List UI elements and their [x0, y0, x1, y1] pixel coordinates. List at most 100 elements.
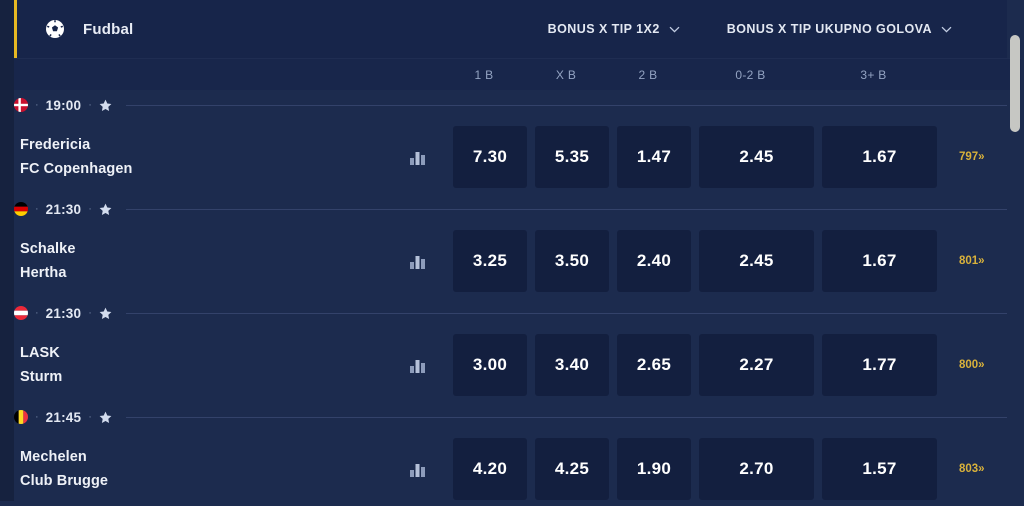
more-markets-link[interactable]: 801»: [959, 255, 985, 267]
bar-chart-icon[interactable]: [404, 150, 426, 165]
star-icon[interactable]: [99, 203, 112, 216]
meta-rule: [125, 416, 1007, 418]
match-list: · 19:00 · Fredericia FC Copenhagen: [14, 90, 1024, 506]
chevron-down-icon: [660, 26, 680, 33]
meta-separator-dot: ·: [88, 410, 92, 423]
more-markets-link[interactable]: 800»: [959, 359, 985, 371]
column-header-0-2b: 0-2 B: [735, 68, 766, 82]
match-time: 21:45: [45, 409, 82, 425]
away-team: Sturm: [20, 369, 63, 385]
meta-separator-dot: ·: [88, 202, 92, 215]
match-meta: · 21:45 ·: [14, 402, 1024, 432]
match-row[interactable]: · 21:30 · LASK Sturm: [14, 298, 1024, 402]
odd-button-2b[interactable]: 2.40: [617, 230, 691, 292]
meta-rule: [125, 312, 1007, 314]
market-selectors: BONUS X TIP 1X2 BONUS X TIP UKUPNO GOLOV…: [548, 22, 952, 36]
away-team: Hertha: [20, 265, 67, 281]
sport-panel: Fudbal BONUS X TIP 1X2 BONUS X TIP UKUPN…: [14, 0, 1024, 501]
odd-button-1b[interactable]: 4.20: [453, 438, 527, 500]
denmark-flag-icon: [14, 98, 28, 112]
odds-group: 7.30 5.35 1.47 2.45 1.67 797»: [453, 126, 985, 188]
column-header-labels: 1 B X B 2 B 0-2 B 3+ B: [447, 59, 931, 91]
odd-button-1b[interactable]: 7.30: [453, 126, 527, 188]
market-selector-ukupno-golova[interactable]: BONUS X TIP UKUPNO GOLOVA: [727, 22, 952, 36]
column-header-2b: 2 B: [638, 68, 658, 82]
odds-group: 4.20 4.25 1.90 2.70 1.57 803»: [453, 438, 985, 500]
match-row[interactable]: · 19:00 · Fredericia FC Copenhagen: [14, 90, 1024, 194]
bar-chart-icon[interactable]: [404, 462, 426, 477]
odd-button-2b[interactable]: 2.65: [617, 334, 691, 396]
team-names[interactable]: Mechelen Club Brugge: [14, 445, 404, 493]
column-header-1b: 1 B: [474, 68, 494, 82]
odd-button-0-2b[interactable]: 2.45: [699, 230, 814, 292]
odd-button-1b[interactable]: 3.25: [453, 230, 527, 292]
bar-chart-icon[interactable]: [404, 254, 426, 269]
odd-button-2b[interactable]: 1.90: [617, 438, 691, 500]
more-markets-link[interactable]: 797»: [959, 151, 985, 163]
odd-button-0-2b[interactable]: 2.27: [699, 334, 814, 396]
market-label-ukupno-golova: BONUS X TIP UKUPNO GOLOVA: [726, 22, 932, 36]
away-team: Club Brugge: [20, 473, 109, 489]
odd-button-1b[interactable]: 3.00: [453, 334, 527, 396]
away-team: FC Copenhagen: [20, 161, 133, 177]
match-meta: · 21:30 ·: [14, 298, 1024, 328]
match-row[interactable]: · 21:30 · Schalke Hertha: [14, 194, 1024, 298]
meta-rule: [125, 208, 1007, 210]
germany-flag-icon: [14, 202, 28, 216]
odd-button-3plusb[interactable]: 1.77: [822, 334, 937, 396]
bar-chart-icon[interactable]: [404, 358, 426, 373]
more-markets-link[interactable]: 803»: [959, 463, 985, 475]
odd-button-0-2b[interactable]: 2.70: [699, 438, 814, 500]
star-icon[interactable]: [99, 307, 112, 320]
match-meta: · 19:00 ·: [14, 90, 1024, 120]
team-names[interactable]: Schalke Hertha: [14, 237, 404, 285]
team-names[interactable]: LASK Sturm: [14, 341, 404, 389]
belgium-flag-icon: [14, 410, 28, 424]
star-icon[interactable]: [99, 411, 112, 424]
odds-group: 3.25 3.50 2.40 2.45 1.67 801»: [453, 230, 985, 292]
meta-separator-dot: ·: [35, 410, 39, 423]
home-team: Mechelen: [20, 449, 87, 465]
match-body: Fredericia FC Copenhagen 7.30 5.35 1.47 …: [14, 120, 1024, 194]
left-gutter: [0, 0, 14, 501]
chevron-down-icon: [932, 26, 952, 33]
team-names[interactable]: Fredericia FC Copenhagen: [14, 133, 404, 181]
odd-button-0-2b[interactable]: 2.45: [699, 126, 814, 188]
home-team: Fredericia: [20, 137, 91, 153]
odd-button-2b[interactable]: 1.47: [617, 126, 691, 188]
odd-button-3plusb[interactable]: 1.67: [822, 230, 937, 292]
sport-title-group[interactable]: Fudbal: [45, 19, 133, 39]
meta-separator-dot: ·: [35, 202, 39, 215]
column-header-xb: X B: [555, 68, 577, 82]
market-selector-1x2[interactable]: BONUS X TIP 1X2: [548, 22, 680, 36]
austria-flag-icon: [14, 306, 28, 320]
home-team: LASK: [20, 345, 60, 361]
odd-button-xb[interactable]: 4.25: [535, 438, 609, 500]
odd-button-3plusb[interactable]: 1.67: [822, 126, 937, 188]
odds-group: 3.00 3.40 2.65 2.27 1.77 800»: [453, 334, 985, 396]
meta-separator-dot: ·: [35, 306, 39, 319]
odd-button-xb[interactable]: 3.40: [535, 334, 609, 396]
sport-accent-bar: [14, 0, 17, 58]
market-label-1x2: BONUS X TIP 1X2: [547, 22, 660, 36]
sport-name: Fudbal: [83, 20, 134, 38]
odd-button-xb[interactable]: 5.35: [535, 126, 609, 188]
match-time: 21:30: [45, 201, 82, 217]
match-row[interactable]: · 21:45 · Mechelen Club Brugge: [14, 402, 1024, 506]
odd-button-3plusb[interactable]: 1.57: [822, 438, 937, 500]
star-icon[interactable]: [99, 99, 112, 112]
soccer-ball-icon: [45, 19, 65, 39]
column-header-3plusb: 3+ B: [860, 68, 887, 82]
match-time: 19:00: [45, 97, 82, 113]
meta-separator-dot: ·: [88, 306, 92, 319]
odd-button-xb[interactable]: 3.50: [535, 230, 609, 292]
match-body: LASK Sturm 3.00 3.40 2.65 2.27 1.77: [14, 328, 1024, 402]
match-body: Mechelen Club Brugge 4.20 4.25 1.90 2.70…: [14, 432, 1024, 506]
match-time: 21:30: [45, 305, 82, 321]
scrollbar-thumb[interactable]: [1010, 35, 1020, 132]
match-body: Schalke Hertha 3.25 3.50 2.40 2.45 1.67: [14, 224, 1024, 298]
vertical-scrollbar[interactable]: [1010, 0, 1020, 501]
match-meta: · 21:30 ·: [14, 194, 1024, 224]
meta-separator-dot: ·: [35, 98, 39, 111]
home-team: Schalke: [20, 241, 76, 257]
